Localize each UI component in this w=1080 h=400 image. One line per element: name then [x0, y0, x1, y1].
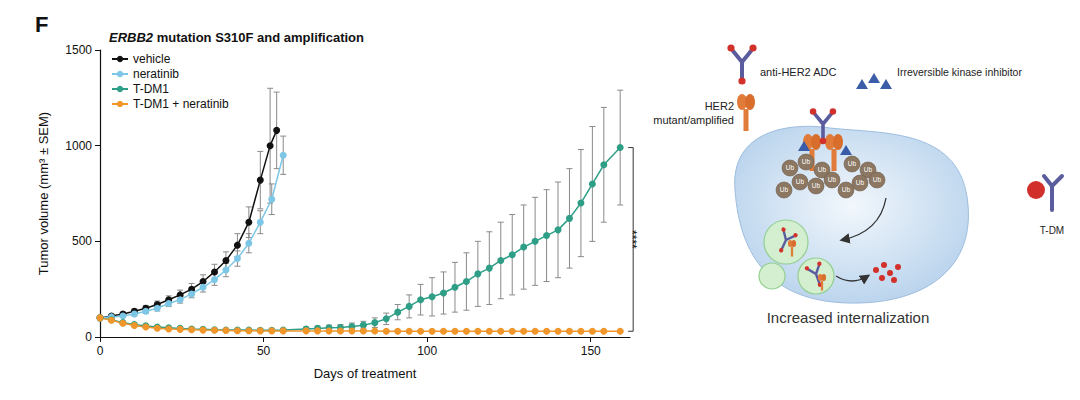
svg-text:Ub: Ub	[848, 160, 857, 167]
svg-text:HER2: HER2	[705, 100, 734, 112]
svg-text:100: 100	[417, 344, 437, 358]
svg-text:Ub: Ub	[856, 179, 865, 186]
svg-text:Irreversible kinase inhibitor: Irreversible kinase inhibitor	[897, 66, 1022, 78]
svg-text:T-DM: T-DM	[1040, 225, 1064, 236]
svg-text:Ub: Ub	[828, 176, 837, 183]
svg-text:150: 150	[581, 344, 601, 358]
svg-text:mutant/amplified: mutant/amplified	[653, 114, 734, 126]
svg-text:Ub: Ub	[786, 164, 795, 171]
svg-text:Ub: Ub	[873, 176, 882, 183]
svg-text:Tumor volume (mm³ ± SEM): Tumor volume (mm³ ± SEM)	[36, 112, 51, 275]
svg-text:Ub: Ub	[802, 158, 811, 165]
svg-text:Ub: Ub	[864, 166, 873, 173]
svg-text:Ub: Ub	[842, 186, 851, 193]
svg-text:Ub: Ub	[818, 166, 827, 173]
svg-text:500: 500	[72, 234, 92, 248]
svg-text:F: F	[35, 12, 48, 37]
svg-text:0: 0	[97, 344, 104, 358]
svg-text:Ub: Ub	[812, 182, 821, 189]
svg-text:****: ****	[625, 230, 639, 249]
svg-text:T-DM1: T-DM1	[133, 82, 169, 96]
svg-text:anti-HER2 ADC: anti-HER2 ADC	[760, 66, 836, 78]
svg-text:1000: 1000	[65, 139, 92, 153]
svg-text:0: 0	[85, 330, 92, 344]
svg-text:Days of treatment: Days of treatment	[314, 366, 417, 381]
svg-text:50: 50	[257, 344, 271, 358]
svg-text:vehicle: vehicle	[133, 52, 171, 66]
svg-text:Ub: Ub	[796, 178, 805, 185]
svg-text:1500: 1500	[65, 43, 92, 57]
svg-text:T-DM1 + neratinib: T-DM1 + neratinib	[133, 97, 229, 111]
svg-text:Ub: Ub	[780, 186, 789, 193]
svg-text:Increased internalization: Increased internalization	[767, 309, 930, 326]
svg-text:mutation S310F and amplificati: mutation S310F and amplification	[153, 30, 364, 45]
svg-text:ERBB2: ERBB2	[109, 30, 154, 45]
svg-text:neratinib: neratinib	[133, 67, 179, 81]
